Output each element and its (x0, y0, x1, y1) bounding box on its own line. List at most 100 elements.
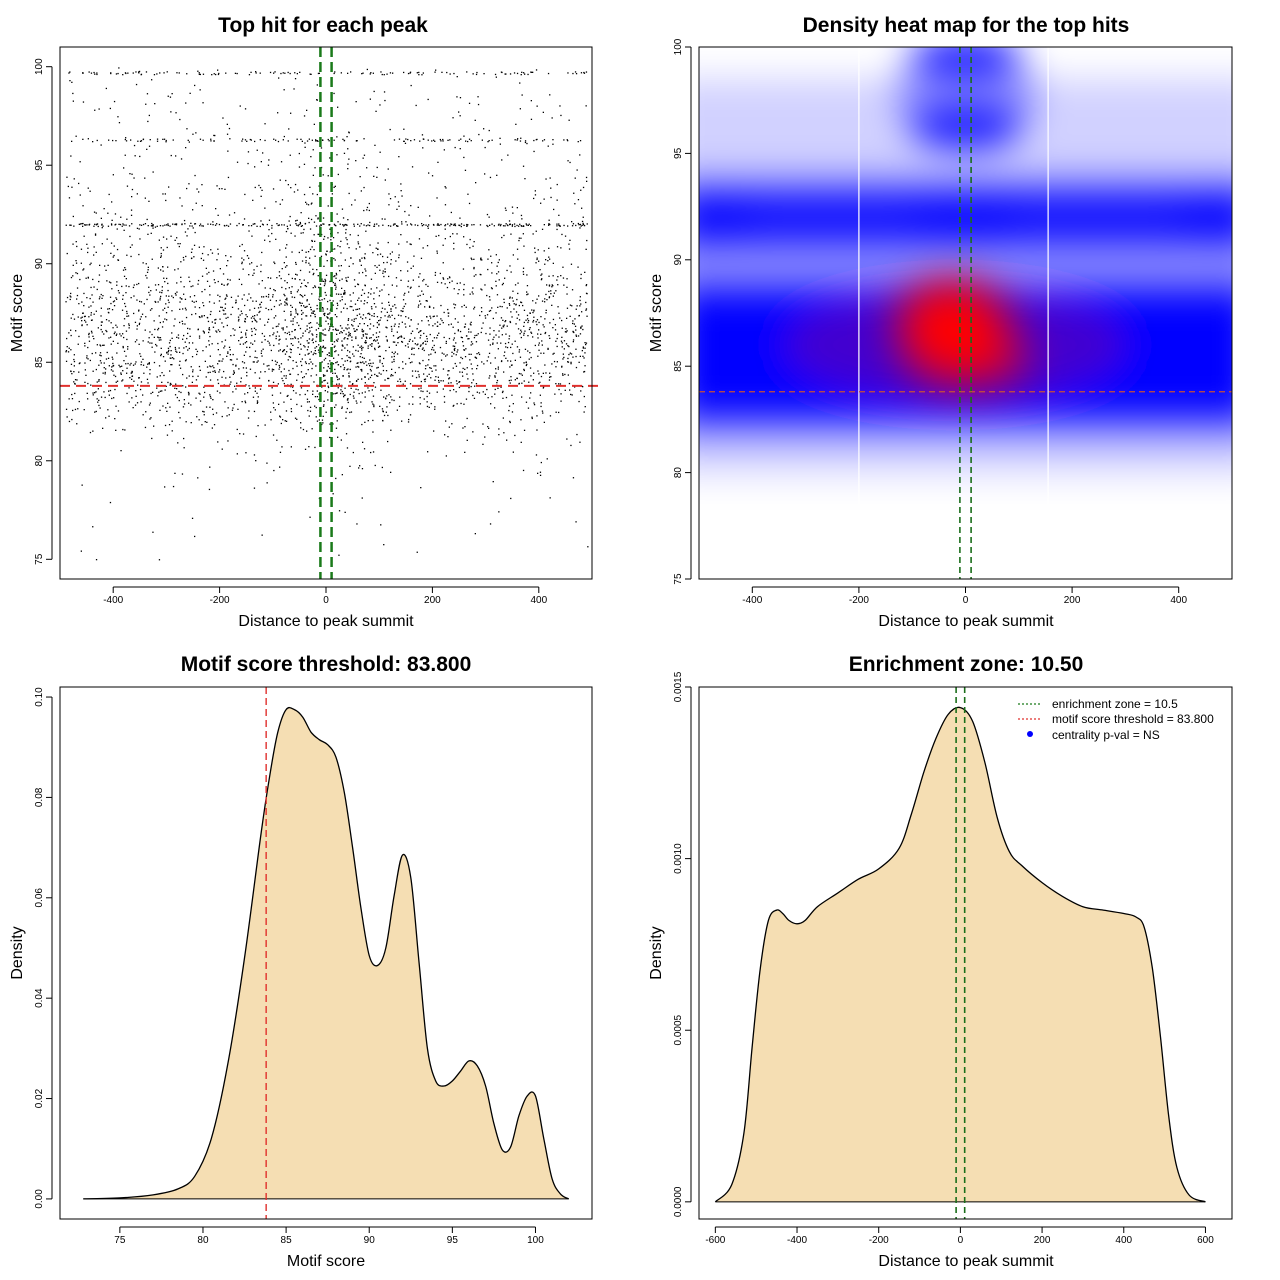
scatter-point (324, 374, 326, 377)
scatter-point (376, 326, 378, 329)
scatter-point (119, 333, 121, 335)
scatter-point (168, 295, 170, 297)
scatter-point (433, 430, 435, 432)
scatter-point (473, 258, 475, 260)
scatter-point (521, 225, 523, 227)
scatter-point (84, 381, 86, 383)
scatter-point (273, 305, 276, 308)
scatter-point (254, 166, 256, 168)
scatter-point (188, 394, 190, 396)
scatter-point (114, 418, 116, 420)
scatter-point (440, 304, 442, 307)
scatter-point (172, 139, 174, 141)
scatter-point (548, 290, 550, 293)
scatter-point (165, 312, 168, 314)
scatter-point (396, 225, 398, 227)
scatter-point (425, 224, 427, 226)
scatter-point (369, 328, 371, 330)
scatter-point (381, 73, 383, 76)
scatter-point (349, 368, 351, 371)
scatter-point (158, 337, 160, 339)
scatter-point (365, 361, 367, 363)
scatter-point (450, 382, 452, 384)
scatter-point (394, 351, 396, 353)
scatter-point (187, 391, 190, 394)
scatter-point (397, 336, 400, 339)
scatter-point (145, 71, 148, 73)
scatter-point (348, 158, 350, 160)
scatter-point (335, 404, 337, 406)
scatter-point (139, 238, 141, 240)
scatter-point (356, 362, 358, 364)
scatter-point (347, 401, 349, 404)
scatter-point (378, 372, 380, 374)
scatter-point (98, 108, 100, 110)
scatter-point (93, 71, 95, 74)
scatter-point (135, 71, 137, 73)
scatter-point (68, 347, 70, 349)
scatter-point (178, 347, 180, 349)
scatter-point (174, 223, 176, 226)
scatter-point (133, 295, 135, 297)
scatter-point (128, 323, 130, 325)
scatter-point (271, 359, 273, 362)
scatter-point (316, 99, 318, 101)
scatter-point (379, 361, 381, 363)
scatter-point (378, 324, 380, 326)
scatter-point (320, 147, 323, 149)
scatter-point (400, 234, 402, 236)
scatter-point (309, 186, 311, 188)
scatter-point (503, 324, 505, 326)
scatter-point (524, 348, 527, 350)
scatter-point (355, 101, 357, 103)
scatter-point (422, 247, 424, 249)
scatter-point (142, 262, 144, 264)
scatter-point (66, 337, 68, 340)
scatter-point (397, 201, 400, 203)
scatter-point (181, 473, 184, 475)
scatter-point (477, 103, 480, 106)
distance-density-axes: -600 -400 -200 0 200 400 6000.00000.00050.0010… (673, 671, 1214, 1246)
scatter-point (410, 205, 412, 207)
scatter-point (278, 271, 281, 273)
scatter-point (229, 376, 231, 378)
scatter-point (420, 334, 422, 337)
scatter-point (223, 284, 225, 286)
scatter-point (421, 74, 423, 76)
scatter-point (454, 332, 456, 335)
scatter-point (453, 307, 456, 309)
scatter-point (309, 358, 311, 360)
scatter-point (324, 328, 326, 330)
scatter-point (438, 381, 440, 383)
scatter-point (379, 151, 381, 153)
scatter-point (260, 352, 262, 354)
scatter-point (517, 328, 520, 330)
scatter-point (577, 335, 580, 337)
scatter-point (576, 305, 578, 307)
scatter-point (335, 362, 337, 364)
scatter-point (279, 299, 281, 301)
scatter-point (249, 138, 251, 141)
scatter-point (337, 221, 339, 223)
scatter-point (371, 389, 373, 391)
scatter-point (508, 335, 511, 337)
scatter-point (462, 345, 465, 347)
scatter-point (337, 173, 339, 176)
scatter-point (311, 139, 313, 141)
heatmap-y-tick-label: 100 (673, 38, 684, 55)
scatter-point (226, 123, 228, 125)
scatter-point (513, 308, 515, 310)
scatter-point (528, 328, 531, 331)
scatter-point (255, 460, 257, 462)
scatter-point (439, 272, 441, 275)
scatter-point (116, 298, 118, 300)
scatter-point (195, 397, 197, 399)
scatter-point (300, 348, 302, 350)
scatter-point (511, 394, 513, 396)
scatter-point (526, 291, 528, 293)
scatter-point (529, 352, 531, 354)
scatter-point (309, 516, 311, 518)
scatter-point (463, 156, 465, 159)
score-density-y-tick-label: 0.08 (34, 787, 45, 807)
scatter-point (289, 348, 291, 350)
